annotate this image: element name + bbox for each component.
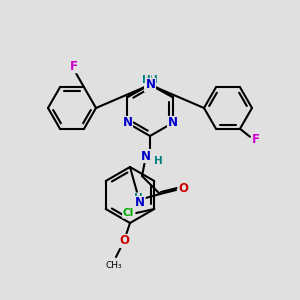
Text: N: N: [145, 79, 154, 92]
Text: H: H: [154, 156, 162, 166]
Text: CH₃: CH₃: [106, 261, 122, 270]
Text: N: N: [145, 77, 155, 91]
Text: Cl: Cl: [123, 208, 134, 218]
Text: H: H: [142, 75, 151, 85]
Text: O: O: [119, 235, 129, 248]
Text: O: O: [178, 182, 188, 196]
Text: F: F: [252, 133, 260, 146]
Text: F: F: [70, 60, 78, 73]
Text: H: H: [134, 193, 142, 203]
Text: N: N: [135, 196, 145, 209]
Text: N: N: [167, 116, 178, 130]
Text: N: N: [141, 149, 151, 163]
Text: N: N: [146, 79, 155, 92]
Text: N: N: [122, 116, 133, 130]
Text: H: H: [149, 75, 158, 85]
